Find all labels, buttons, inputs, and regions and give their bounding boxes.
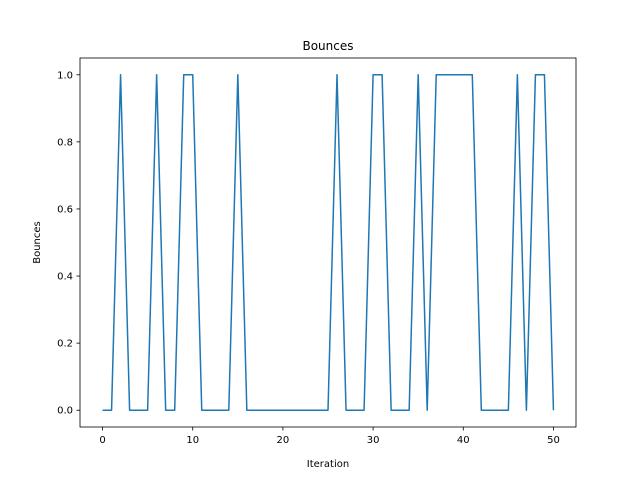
y-tick-label: 0.0 — [57, 406, 73, 417]
x-axis-label: Iteration — [307, 459, 349, 470]
x-tick-label: 30 — [367, 435, 380, 446]
x-axis-ticks: 0 10 20 30 40 50 — [99, 427, 560, 446]
plot-area — [79, 57, 577, 428]
x-tick-label: 40 — [457, 435, 470, 446]
x-tick-label: 10 — [186, 435, 199, 446]
x-tick-label: 0 — [99, 435, 105, 446]
y-tick-label: 0.8 — [57, 137, 73, 148]
y-axis-label: Bounces — [32, 221, 43, 264]
series-line — [102, 74, 555, 411]
y-tick-label: 0.2 — [57, 339, 73, 350]
y-tick-label: 1.0 — [57, 70, 73, 81]
y-tick-label: 0.4 — [57, 272, 73, 283]
x-tick-label: 50 — [547, 435, 560, 446]
axes-frame — [79, 57, 577, 428]
x-tick-label: 20 — [277, 435, 290, 446]
y-axis-ticks: 0.0 0.2 0.4 0.6 0.8 1.0 — [57, 70, 80, 417]
y-tick-label: 0.6 — [57, 204, 73, 215]
chart-title: Bounces — [302, 39, 353, 53]
